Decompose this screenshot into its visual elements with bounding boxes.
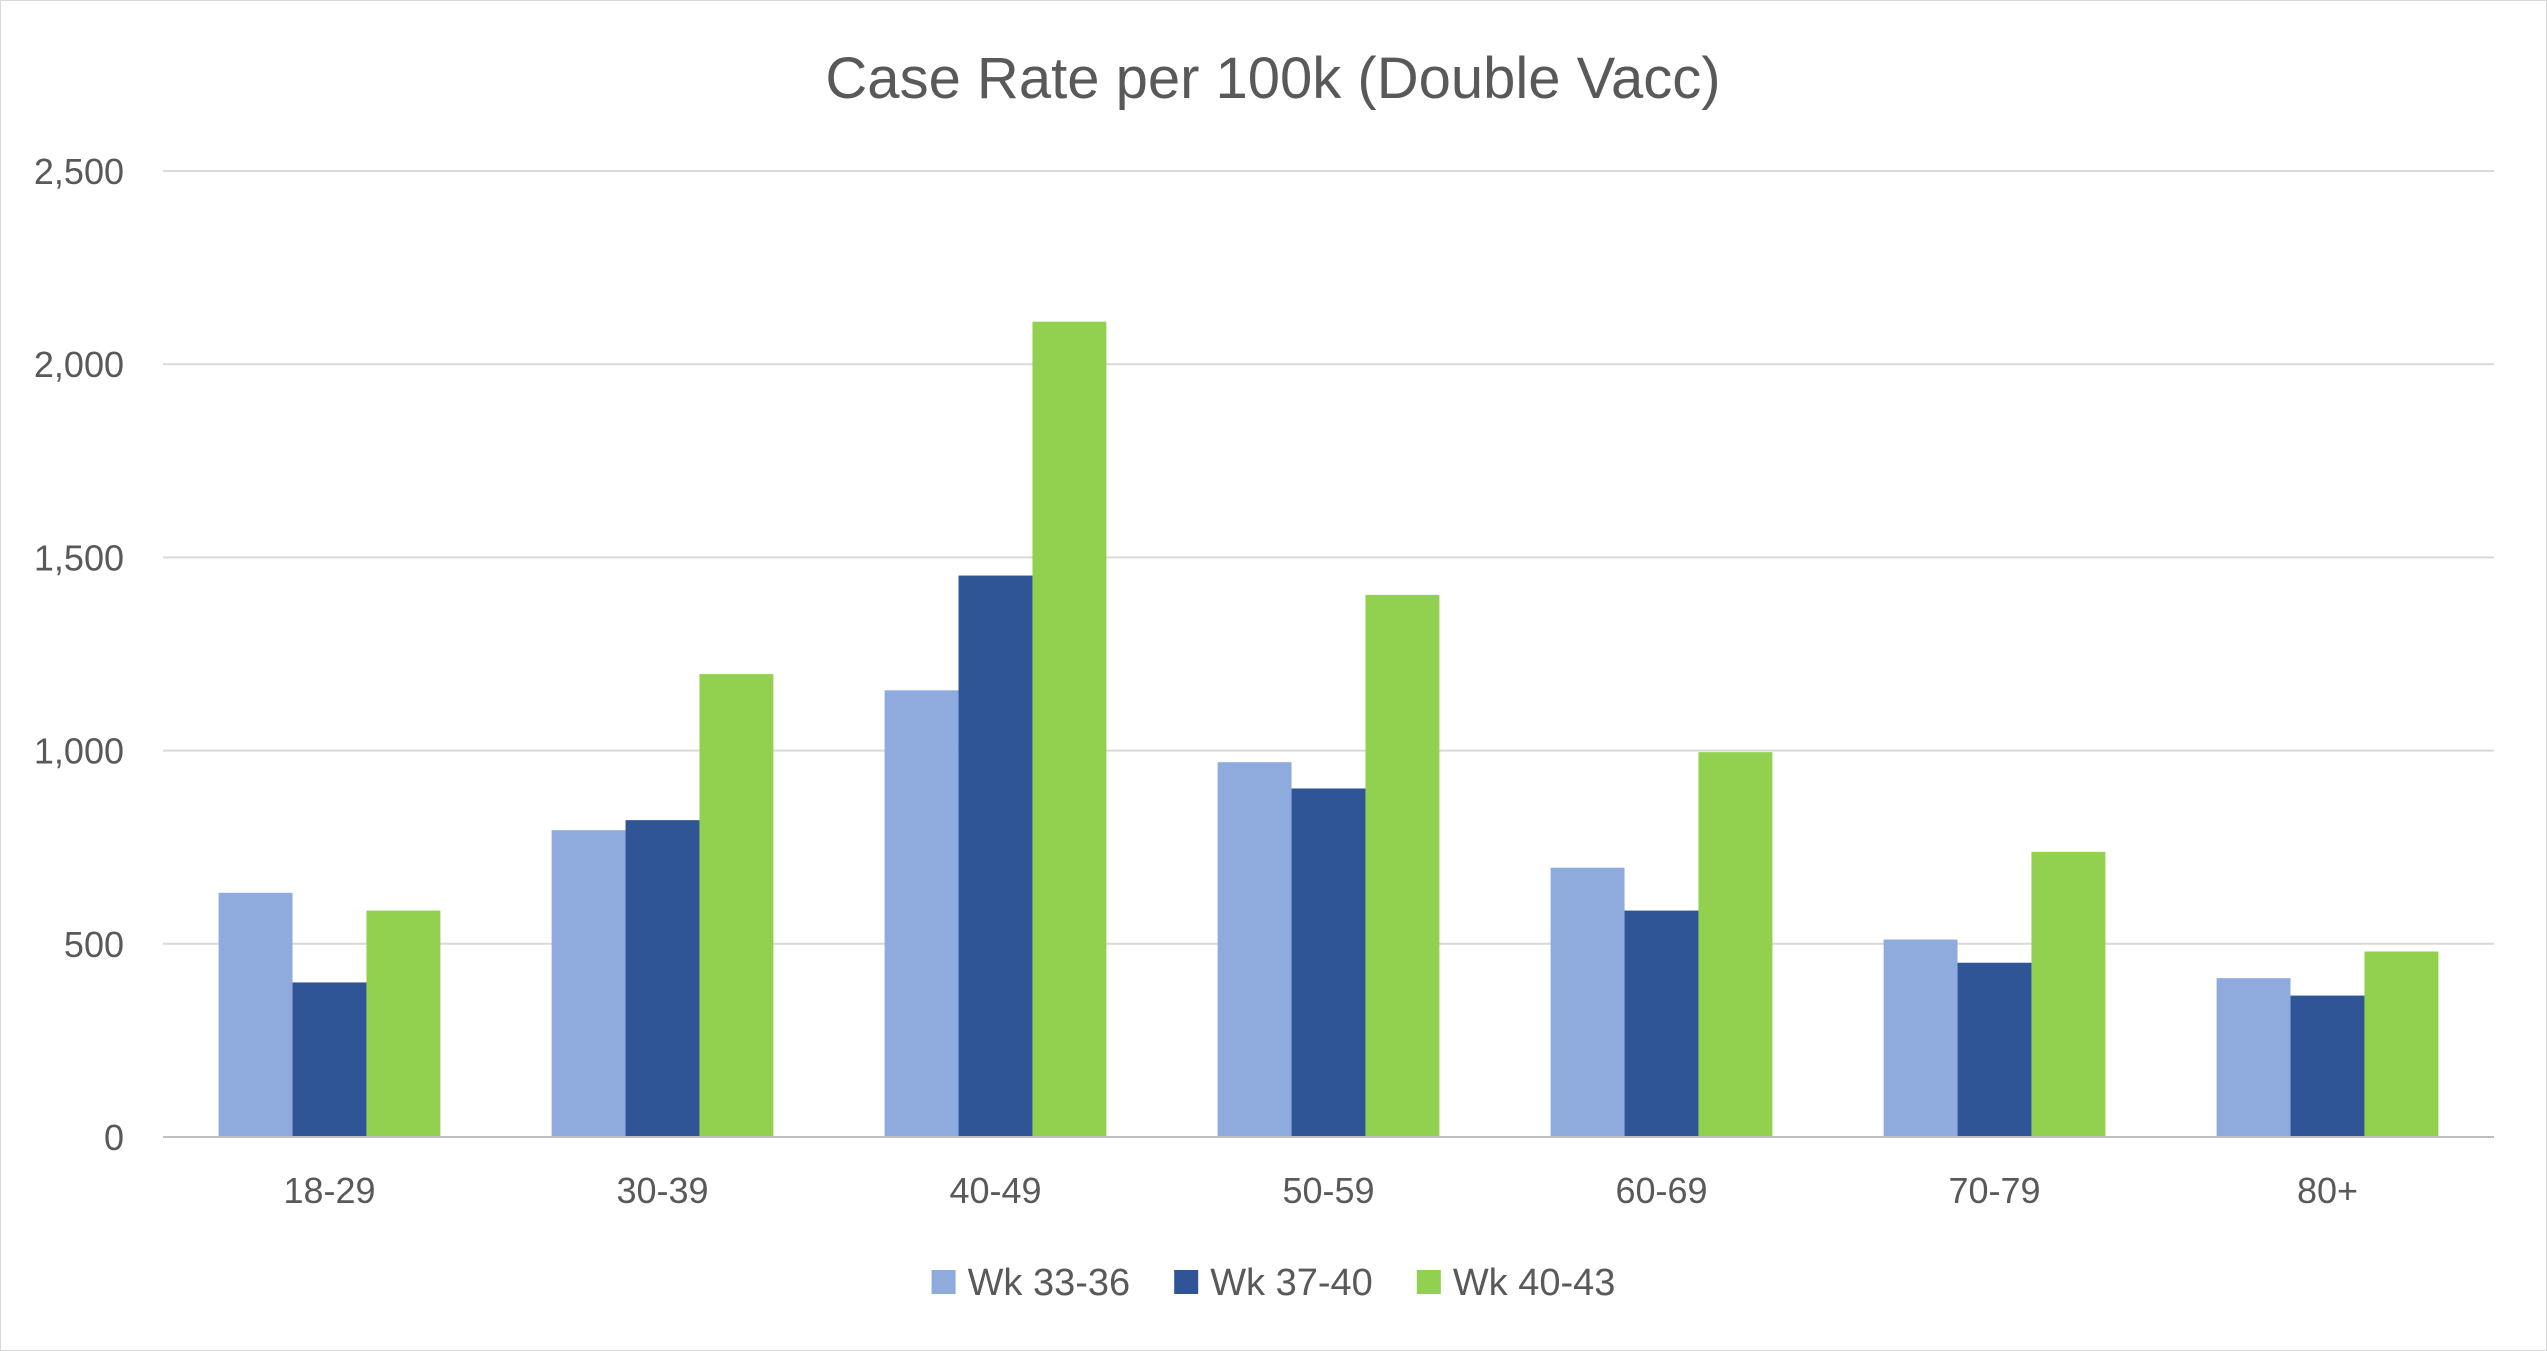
y-tick-label: 2,000 [34,344,124,385]
bar [218,892,293,1137]
legend: Wk 33-36 Wk 37-40 Wk 40-43 [931,1262,1616,1304]
bar [2031,851,2106,1137]
bar [1291,788,1366,1137]
bar [2216,978,2291,1137]
x-tick-label: 80+ [2297,1170,2358,1211]
bar [366,910,441,1137]
bar [699,674,774,1137]
bar [1698,752,1773,1137]
bars [218,321,2439,1137]
gridlines [163,170,2494,945]
y-tick-label: 1,500 [34,537,124,578]
bar [1217,762,1292,1137]
bar [2364,951,2439,1137]
legend-swatch [931,1270,956,1294]
bar [551,830,626,1137]
legend-label: Wk 33-36 [968,1262,1131,1304]
x-tick-label: 40-49 [949,1170,1041,1211]
legend-swatch [1174,1270,1199,1294]
legend-label: Wk 37-40 [1210,1262,1373,1304]
x-axis-ticks: 18-29 30-39 40-49 50-59 60-69 70-79 80+ [283,1170,2358,1211]
y-tick-label: 0 [104,1117,124,1158]
y-tick-label: 500 [64,924,124,965]
bar [1550,867,1625,1137]
x-tick-label: 60-69 [1615,1170,1707,1211]
bar [1365,594,1440,1137]
bar [1883,939,1958,1137]
y-axis-ticks: 0 500 1,000 1,500 2,000 2,500 [34,151,124,1158]
bar [1957,962,2032,1137]
legend-label: Wk 40-43 [1453,1262,1616,1304]
bar [884,690,959,1137]
bar [958,575,1033,1137]
bar [2290,995,2365,1137]
bar [1624,910,1699,1137]
x-tick-label: 18-29 [283,1170,375,1211]
legend-swatch [1416,1270,1441,1294]
x-tick-label: 30-39 [616,1170,708,1211]
x-tick-label: 70-79 [1948,1170,2040,1211]
chart-title: Case Rate per 100k (Double Vacc) [825,46,1720,111]
y-tick-label: 1,000 [34,731,124,772]
y-tick-label: 2,500 [34,151,124,192]
bar [292,982,367,1137]
x-tick-label: 50-59 [1282,1170,1374,1211]
bar [1032,321,1107,1137]
bar [625,820,700,1137]
